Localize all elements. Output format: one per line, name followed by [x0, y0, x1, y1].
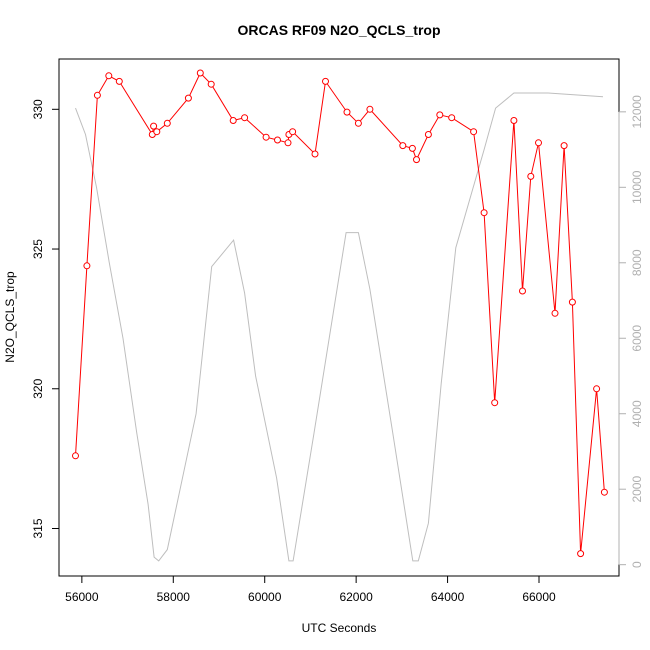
data-point — [510, 117, 518, 124]
data-point — [105, 72, 113, 80]
data-point — [491, 399, 499, 407]
data-point — [436, 111, 444, 119]
data-point — [229, 117, 237, 124]
data-point — [480, 209, 488, 217]
right-tick-label: 0 — [630, 561, 644, 568]
plot-frame — [58, 58, 620, 577]
data-point — [577, 550, 585, 558]
data-point — [527, 172, 535, 180]
n2o-series — [72, 69, 608, 558]
x-tick-label: 66000 — [522, 590, 556, 604]
data-point — [196, 69, 204, 77]
data-point — [72, 452, 79, 460]
data-point — [184, 94, 192, 102]
right-tick-label: 10000 — [630, 170, 644, 204]
data-point — [593, 385, 601, 393]
x-axis: 56000 58000 60000 62000 64000 66000 — [65, 575, 556, 604]
data-point — [322, 77, 329, 85]
data-point — [153, 128, 161, 136]
data-point — [354, 119, 362, 127]
data-point — [241, 114, 249, 122]
right-tick-label: 4000 — [630, 400, 644, 427]
data-point — [274, 136, 281, 144]
data-point — [413, 156, 420, 164]
x-tick-label: 56000 — [65, 590, 99, 604]
altitude-series — [75, 92, 604, 562]
right-tick-label: 2000 — [630, 476, 644, 503]
x-tick-label: 62000 — [339, 590, 373, 604]
right-tick-label: 8000 — [630, 249, 644, 276]
right-tick-label: 6000 — [630, 325, 644, 352]
data-point — [399, 142, 407, 150]
n2o-line — [75, 72, 605, 554]
y-tick-label: 325 — [31, 239, 45, 259]
data-point — [93, 91, 101, 99]
data-point — [284, 139, 292, 147]
x-tick-label: 60000 — [248, 590, 282, 604]
data-point — [600, 488, 608, 496]
data-point — [424, 131, 432, 138]
y-axis-label: N2O_QCLS_trop — [3, 271, 17, 363]
x-tick-label: 64000 — [431, 590, 465, 604]
data-point — [366, 105, 374, 113]
chart-title: ORCAS RF09 N2O_QCLS_trop — [237, 22, 440, 38]
data-point — [519, 287, 526, 295]
y-tick-label: 320 — [31, 378, 45, 398]
data-point — [115, 77, 123, 85]
data-point — [568, 298, 576, 306]
right-tick-label: 12000 — [630, 95, 644, 129]
y-tick-label: 330 — [31, 99, 45, 119]
data-point — [163, 119, 171, 127]
y-tick-label: 315 — [31, 518, 45, 538]
right-axis: 0 2000 4000 6000 8000 10000 12000 — [618, 95, 644, 568]
data-point — [560, 142, 568, 150]
altitude-line — [75, 92, 604, 562]
y-axis: 315 320 325 330 — [31, 99, 60, 539]
data-point — [535, 139, 542, 147]
data-point — [408, 144, 416, 152]
x-axis-label: UTC Seconds — [302, 621, 377, 635]
data-point — [311, 150, 319, 158]
data-point — [150, 122, 158, 130]
x-tick-label: 58000 — [157, 590, 191, 604]
data-point — [262, 133, 270, 141]
data-point — [289, 128, 297, 136]
data-point — [83, 262, 91, 270]
data-point — [343, 108, 351, 116]
data-point — [470, 128, 478, 136]
data-point — [207, 80, 215, 88]
data-point — [448, 114, 456, 122]
data-point — [551, 309, 559, 317]
